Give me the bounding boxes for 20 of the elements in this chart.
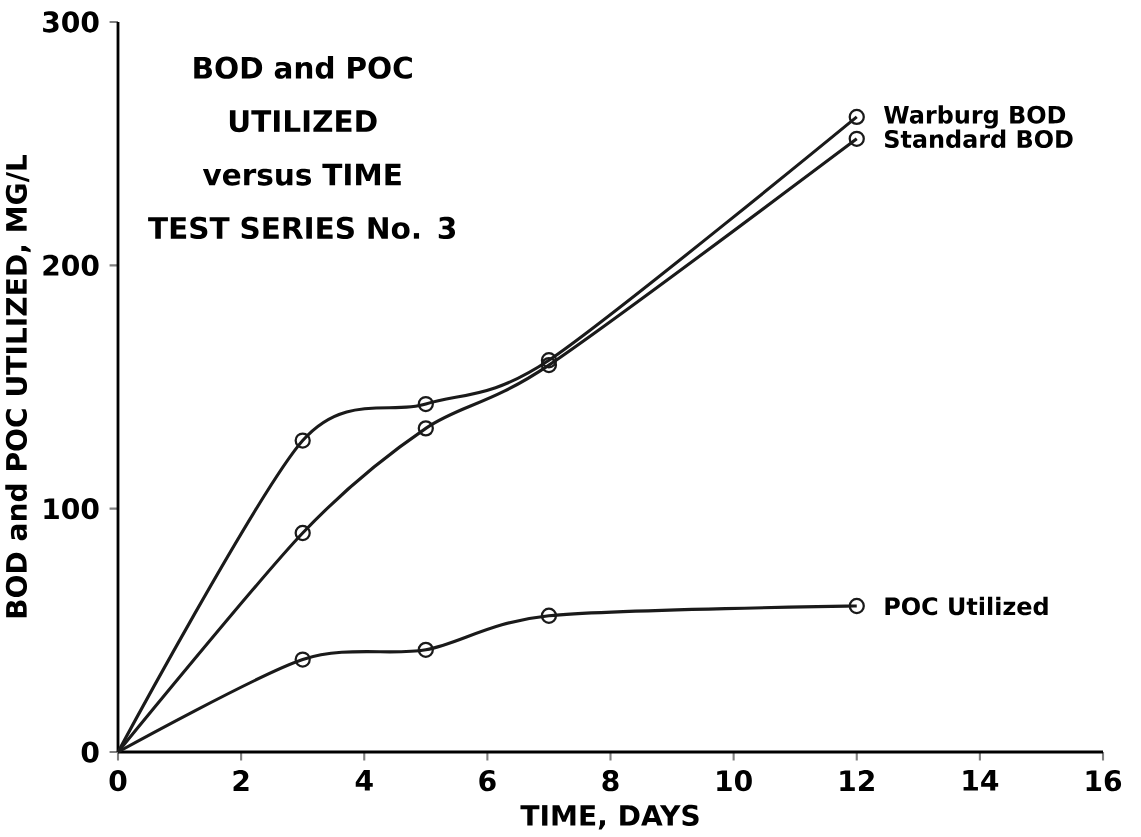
x-tick-label: 2 [233,770,249,791]
x-tick-label: 16 [1086,770,1122,792]
text: TEST SERIES No. 3 [148,216,456,240]
series-label: Warburg BOD [883,105,1066,129]
x-axis-title: TIME, DAYS [520,804,699,830]
y-tick-label: 200 [43,254,99,276]
y-tick-label: 100 [44,498,99,520]
y-tick-label: 0 [81,741,99,763]
y-tick-label: 300 [43,11,99,33]
y-axis-title: BOD and POC UTILIZED, MG/L [5,154,31,618]
text: BOD and POC UTILIZED versus TIME [194,55,412,186]
x-tick-label: 4 [355,770,373,791]
x-tick-label: 14 [963,770,999,791]
series-label: Standard BOD [885,129,1073,149]
x-tick-label: 6 [479,770,496,792]
x-tick-label: 10 [717,770,752,792]
x-tick-label: 12 [840,770,874,791]
x-tick-label: 0 [109,770,127,792]
x-tick-label: 8 [602,770,619,792]
series-label: POC Utilized [885,596,1048,616]
